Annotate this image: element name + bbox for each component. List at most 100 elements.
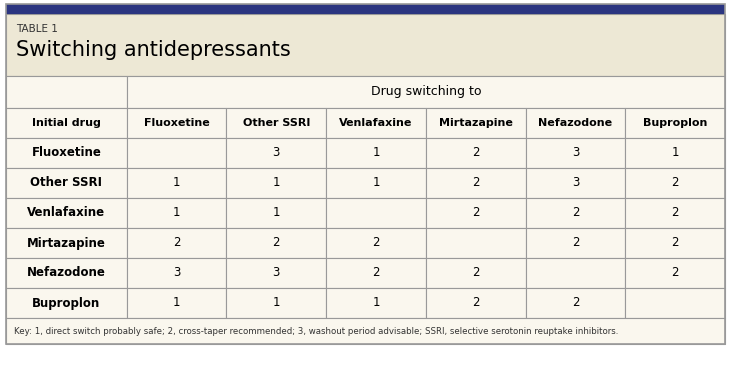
Text: 2: 2	[572, 207, 579, 219]
Bar	[227, 108, 326, 138]
Bar	[625, 258, 725, 288]
Bar	[625, 228, 725, 258]
Text: 3: 3	[273, 146, 280, 160]
Bar	[625, 138, 725, 168]
Text: 2: 2	[472, 207, 480, 219]
Text: Venlafaxine: Venlafaxine	[339, 118, 413, 128]
Bar	[6, 108, 126, 138]
Bar	[426, 198, 526, 228]
Bar	[227, 168, 326, 198]
Text: 2: 2	[372, 266, 380, 280]
Bar	[625, 108, 725, 138]
Text: Venlafaxine: Venlafaxine	[27, 207, 105, 219]
Bar	[526, 228, 625, 258]
Text: 1: 1	[372, 297, 380, 309]
Text: 2: 2	[671, 177, 679, 189]
Bar	[625, 168, 725, 198]
Bar	[227, 228, 326, 258]
Bar	[526, 168, 625, 198]
Bar	[426, 168, 526, 198]
Text: 2: 2	[572, 297, 579, 309]
Bar	[6, 288, 126, 318]
Bar	[426, 138, 526, 168]
Bar	[6, 258, 126, 288]
Bar	[625, 288, 725, 318]
Text: 3: 3	[273, 266, 280, 280]
Bar	[6, 318, 725, 344]
Text: 2: 2	[472, 297, 480, 309]
Text: 1: 1	[173, 297, 181, 309]
Text: Fluoxetine: Fluoxetine	[31, 146, 102, 160]
Bar	[126, 258, 227, 288]
Text: 3: 3	[173, 266, 181, 280]
Bar	[6, 168, 126, 198]
Text: 1: 1	[372, 146, 380, 160]
Text: 3: 3	[572, 177, 579, 189]
Bar	[426, 228, 526, 258]
Text: 1: 1	[273, 177, 280, 189]
Bar	[227, 288, 326, 318]
Text: 1: 1	[372, 177, 380, 189]
Bar	[426, 258, 526, 288]
Text: Mirtazapine: Mirtazapine	[27, 236, 106, 250]
Bar	[227, 198, 326, 228]
Bar	[126, 168, 227, 198]
Bar	[326, 288, 426, 318]
Text: 1: 1	[173, 177, 181, 189]
Text: 2: 2	[472, 146, 480, 160]
Bar	[126, 76, 725, 108]
Bar	[426, 288, 526, 318]
Text: 2: 2	[173, 236, 181, 250]
Text: Buproplon: Buproplon	[643, 118, 708, 128]
Bar	[625, 198, 725, 228]
Text: Key: 1, direct switch probably safe; 2, cross-taper recommended; 3, washout peri: Key: 1, direct switch probably safe; 2, …	[14, 327, 618, 335]
Text: 3: 3	[572, 146, 579, 160]
Bar	[526, 138, 625, 168]
Text: Nefazodone: Nefazodone	[539, 118, 613, 128]
Text: Fluoxetine: Fluoxetine	[144, 118, 210, 128]
Text: 2: 2	[671, 207, 679, 219]
Bar	[326, 168, 426, 198]
Bar	[6, 198, 126, 228]
Bar	[326, 198, 426, 228]
Text: 2: 2	[671, 236, 679, 250]
Text: Switching antidepressants: Switching antidepressants	[16, 40, 291, 60]
Bar	[126, 198, 227, 228]
Text: 2: 2	[372, 236, 380, 250]
Text: 2: 2	[472, 266, 480, 280]
Bar	[227, 258, 326, 288]
Bar	[326, 108, 426, 138]
Text: 1: 1	[273, 207, 280, 219]
Text: 2: 2	[572, 236, 579, 250]
Bar	[526, 288, 625, 318]
Bar	[6, 138, 126, 168]
Bar	[6, 228, 126, 258]
Bar	[526, 198, 625, 228]
Text: Initial drug: Initial drug	[32, 118, 101, 128]
Bar	[326, 258, 426, 288]
Bar	[126, 288, 227, 318]
Text: Other SSRI: Other SSRI	[31, 177, 102, 189]
Bar	[6, 4, 725, 14]
Text: Nefazodone: Nefazodone	[27, 266, 106, 280]
Text: 1: 1	[273, 297, 280, 309]
Text: 2: 2	[671, 266, 679, 280]
Text: 2: 2	[472, 177, 480, 189]
Bar	[426, 108, 526, 138]
Text: 2: 2	[273, 236, 280, 250]
Bar	[526, 258, 625, 288]
Text: Other SSRI: Other SSRI	[243, 118, 310, 128]
Bar	[6, 76, 126, 108]
Text: 1: 1	[173, 207, 181, 219]
Text: 1: 1	[671, 146, 679, 160]
Text: Mirtazapine: Mirtazapine	[439, 118, 512, 128]
Text: Buproplon: Buproplon	[32, 297, 101, 309]
Bar	[326, 228, 426, 258]
Text: TABLE 1: TABLE 1	[16, 24, 58, 34]
Bar	[126, 108, 227, 138]
Bar	[526, 108, 625, 138]
Text: Drug switching to: Drug switching to	[371, 86, 481, 98]
Bar	[227, 138, 326, 168]
Bar	[326, 138, 426, 168]
Bar	[126, 228, 227, 258]
